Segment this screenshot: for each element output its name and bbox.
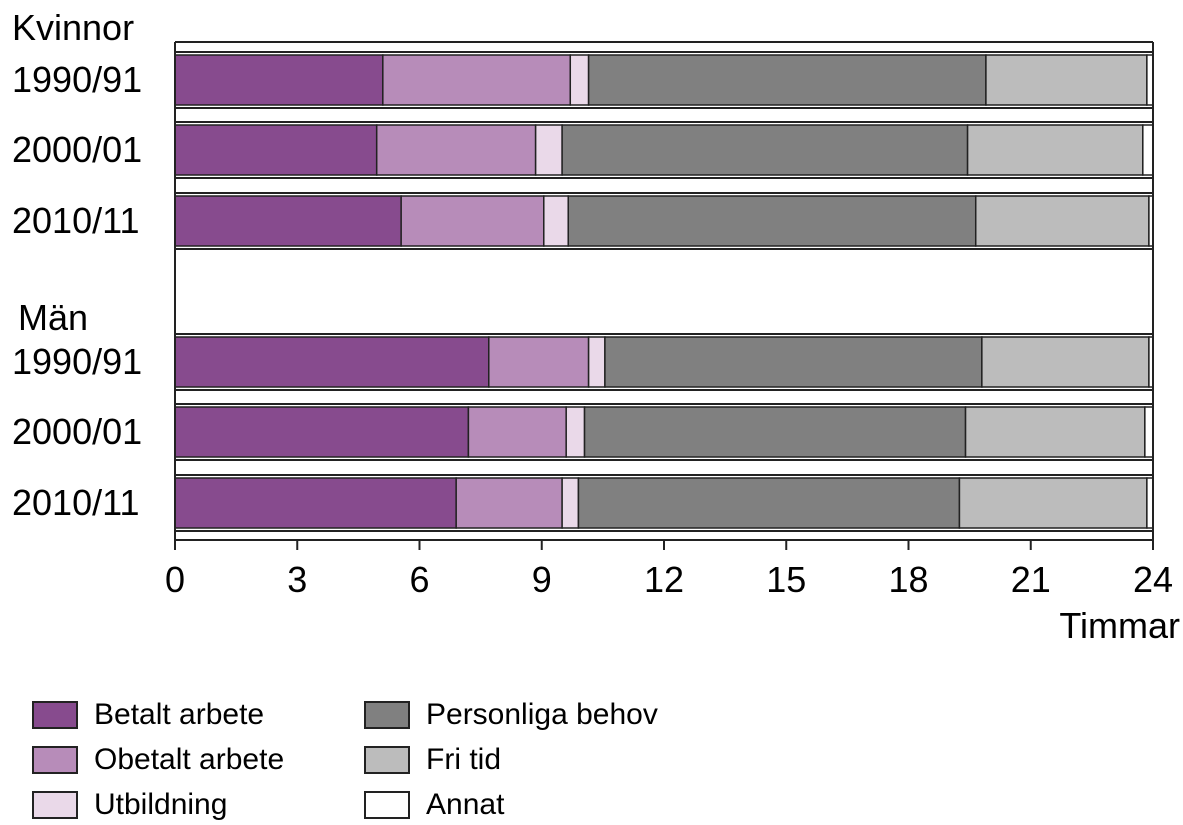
bar-segment [604,336,983,388]
bar-segment [561,477,580,529]
legend-label: Utbildning [94,788,228,821]
category-label: 1990/91 [12,59,142,100]
x-tick-label: 15 [766,559,806,600]
x-tick-label: 0 [165,559,185,600]
category-label: 2000/01 [12,411,142,452]
legend-item-betalt-arbete: Betalt arbete [32,695,264,735]
category-label: 2000/01 [12,129,142,170]
bar-segment [174,477,457,529]
legend-item-annat: Annat [364,785,504,825]
legend-label: Betalt arbete [94,698,265,731]
group-title: Kvinnor [12,7,134,48]
bar-segment [964,406,1146,458]
legend-swatch [32,791,78,819]
bar-segment [587,336,606,388]
x-tick-label: 12 [644,559,684,600]
legend: Betalt arbete Obetalt arbete Utbildning … [32,695,732,825]
legend-label: Personliga behov [426,698,658,731]
bar-segment [488,336,590,388]
legend-swatch [32,701,78,729]
legend-swatch [364,701,410,729]
category-labels: 1990/91 2000/01 2010/11 1990/91 2000/01 2010/… [12,7,142,523]
bar-segment [174,195,402,247]
bar-segment [375,124,537,176]
bar-segment [174,124,378,176]
x-tick-label: 3 [287,559,307,600]
x-tick-label: 9 [532,559,552,600]
bar-segment [174,406,470,458]
bar-segment [467,406,567,458]
bars-layer [174,51,1154,532]
bar-segment [1142,124,1154,176]
bar-segment [981,336,1150,388]
legend-label: Obetalt arbete [94,743,285,776]
bar-segment [569,54,590,106]
bar-segment [577,477,961,529]
x-axis-label: Timmar [1059,605,1180,646]
bar-segment [567,195,977,247]
bar-segment [587,54,987,106]
x-axis: 0 3 6 9 12 15 18 21 24 Timmar [165,41,1180,646]
bar-segment [400,195,545,247]
category-label: 2010/11 [12,482,139,523]
stacked-bar-chart: 0 3 6 9 12 15 18 21 24 Timmar 1990/91 2000/01 2010/… [12,7,1180,646]
legend-item-personliga-behov: Personliga behov [364,695,658,735]
x-tick-label: 24 [1133,559,1173,600]
bar-segment [985,54,1148,106]
bar-segment [974,195,1150,247]
bar-segment [455,477,563,529]
bar-segment [382,54,572,106]
bar-segment [174,54,384,106]
x-tick-label: 6 [409,559,429,600]
legend-swatch [364,746,410,774]
legend-swatch [364,791,410,819]
legend-label: Fri tid [426,743,501,776]
bar-segment [174,336,490,388]
bar-segment [583,406,967,458]
bar-segment [958,477,1148,529]
x-tick-label: 18 [888,559,928,600]
group-title: Män [18,297,88,338]
category-label: 1990/91 [12,341,142,382]
x-tick-label: 21 [1011,559,1051,600]
legend-item-obetalt-arbete: Obetalt arbete [32,740,284,780]
legend-item-utbildning: Utbildning [32,785,227,825]
bar-segment [565,406,586,458]
bar-segment [1144,406,1154,458]
category-label: 2010/11 [12,200,139,241]
bar-segment [966,124,1144,176]
bar-segment [534,124,563,176]
legend-swatch [32,746,78,774]
legend-item-fri-tid: Fri tid [364,740,501,780]
bar-segment [543,195,569,247]
bar-segment [561,124,969,176]
legend-label: Annat [426,788,505,821]
